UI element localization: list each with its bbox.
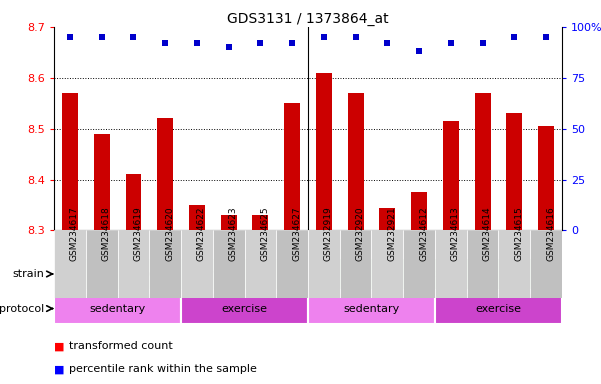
Point <box>478 40 487 46</box>
Point <box>287 40 297 46</box>
Point <box>542 34 551 40</box>
Text: GSM232921: GSM232921 <box>388 207 397 261</box>
Text: GSM234618: GSM234618 <box>102 206 111 261</box>
Bar <box>54 230 86 298</box>
Bar <box>245 230 276 298</box>
Bar <box>530 230 562 298</box>
Bar <box>54 258 308 290</box>
Text: GSM234622: GSM234622 <box>197 207 206 261</box>
Bar <box>403 230 435 298</box>
Bar <box>507 113 522 230</box>
Bar <box>221 215 237 230</box>
Point <box>65 34 75 40</box>
Bar <box>149 230 181 298</box>
Title: GDS3131 / 1373864_at: GDS3131 / 1373864_at <box>227 12 389 26</box>
Bar <box>252 215 268 230</box>
Text: GSM234620: GSM234620 <box>165 207 174 261</box>
Bar <box>86 230 118 298</box>
Text: GSM234613: GSM234613 <box>451 206 460 261</box>
Bar <box>475 93 490 230</box>
Point <box>319 34 329 40</box>
Text: GSM234623: GSM234623 <box>228 207 237 261</box>
Text: GSM234619: GSM234619 <box>133 206 142 261</box>
Point <box>192 40 202 46</box>
Bar <box>435 230 467 298</box>
Bar <box>308 258 562 290</box>
Point <box>129 34 138 40</box>
Bar <box>316 73 332 230</box>
Text: GSM234612: GSM234612 <box>419 207 428 261</box>
Text: ■: ■ <box>54 341 64 351</box>
Text: sedentary: sedentary <box>90 303 145 314</box>
Point <box>351 34 361 40</box>
Bar <box>435 293 562 324</box>
Point <box>255 40 265 46</box>
Bar <box>276 230 308 298</box>
Text: GSM234615: GSM234615 <box>514 206 523 261</box>
Text: exercise: exercise <box>222 303 267 314</box>
Text: transformed count: transformed count <box>69 341 173 351</box>
Text: sedentary: sedentary <box>343 303 400 314</box>
Text: GSM234617: GSM234617 <box>70 206 79 261</box>
Bar <box>443 121 459 230</box>
Bar <box>308 230 340 298</box>
Bar <box>94 134 109 230</box>
Bar <box>213 230 245 298</box>
Bar <box>284 103 300 230</box>
Text: GSM234614: GSM234614 <box>483 207 492 261</box>
Text: GSM232920: GSM232920 <box>356 207 365 261</box>
Bar <box>371 230 403 298</box>
Point <box>224 44 233 50</box>
Bar <box>157 118 173 230</box>
Bar <box>62 93 78 230</box>
Bar <box>411 192 427 230</box>
Bar <box>340 230 371 298</box>
Bar <box>181 230 213 298</box>
Bar <box>308 293 435 324</box>
Bar <box>498 230 530 298</box>
Point <box>383 40 392 46</box>
Point <box>97 34 106 40</box>
Bar <box>538 126 554 230</box>
Point <box>414 48 424 55</box>
Text: GSM234625: GSM234625 <box>260 207 269 261</box>
Text: GSM234616: GSM234616 <box>546 206 555 261</box>
Text: GSM232919: GSM232919 <box>324 206 333 261</box>
Text: ■: ■ <box>54 364 64 374</box>
Point <box>510 34 519 40</box>
Point <box>160 40 170 46</box>
Text: high capacity runner: high capacity runner <box>377 269 493 279</box>
Bar <box>189 205 205 230</box>
Text: strain: strain <box>13 269 44 279</box>
Text: percentile rank within the sample: percentile rank within the sample <box>69 364 257 374</box>
Bar <box>181 293 308 324</box>
Bar <box>54 293 181 324</box>
Bar <box>467 230 498 298</box>
Bar <box>348 93 364 230</box>
Text: GSM234627: GSM234627 <box>292 207 301 261</box>
Text: exercise: exercise <box>475 303 522 314</box>
Text: low capacity runner: low capacity runner <box>126 269 236 279</box>
Text: protocol: protocol <box>0 303 44 314</box>
Point <box>446 40 456 46</box>
Bar <box>379 207 395 230</box>
Bar <box>126 174 141 230</box>
Bar <box>118 230 149 298</box>
